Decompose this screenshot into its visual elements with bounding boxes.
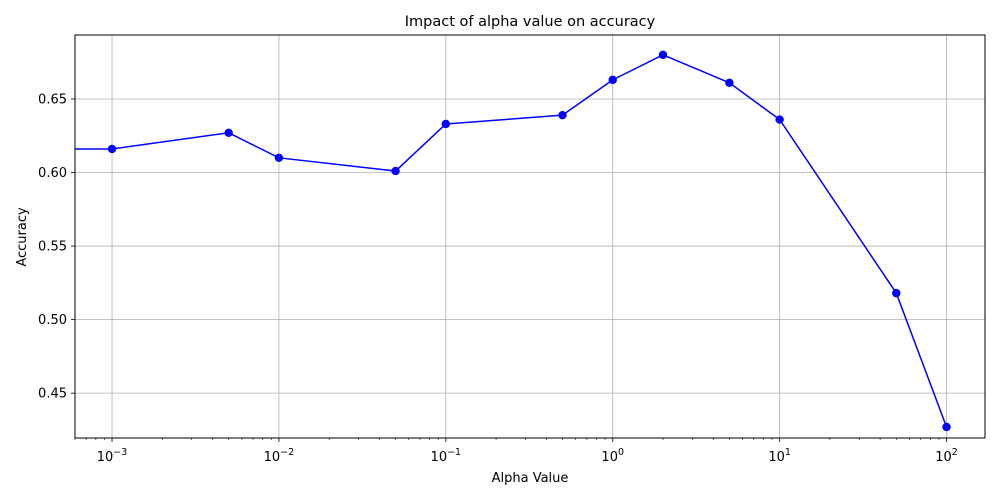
y-axis-title: Accuracy (15, 207, 30, 267)
data-point (608, 75, 617, 85)
x-tick-label: 10−3 (97, 447, 128, 465)
data-point (558, 110, 567, 120)
y-tick-label: 0.50 (38, 313, 67, 328)
data-point (942, 422, 951, 432)
x-tick-label: 100 (601, 447, 624, 465)
x-tick-label: 101 (768, 447, 791, 465)
gridlines (75, 35, 985, 438)
data-point (775, 115, 784, 124)
y-axis-ticks: 0.45 0.50 0.55 0.60 0.65 (38, 92, 75, 402)
y-tick-label: 0.65 (38, 92, 67, 107)
data-point (107, 144, 117, 154)
data-point (441, 119, 451, 129)
plot-background (75, 35, 985, 438)
data-point (391, 166, 400, 176)
data-point (224, 128, 233, 138)
y-tick-label: 0.45 (38, 387, 67, 402)
y-tick-label: 0.60 (38, 166, 67, 181)
y-tick-label: 0.55 (38, 240, 67, 255)
data-point (725, 78, 734, 88)
x-tick-label: 10−2 (264, 447, 295, 465)
data-point (658, 50, 668, 60)
series-layer (75, 50, 951, 432)
x-axis-title: Alpha Value (492, 471, 569, 486)
plot-frame (74, 34, 986, 439)
x-tick-label: 10−1 (431, 447, 462, 465)
chart-title: Impact of alpha value on accuracy (405, 14, 656, 30)
data-point (892, 288, 901, 298)
x-tick-label: 102 (935, 447, 958, 465)
data-point (274, 153, 284, 163)
x-axis-ticks: 10−3 10−2 10−1 100 101 102 (74, 438, 958, 465)
